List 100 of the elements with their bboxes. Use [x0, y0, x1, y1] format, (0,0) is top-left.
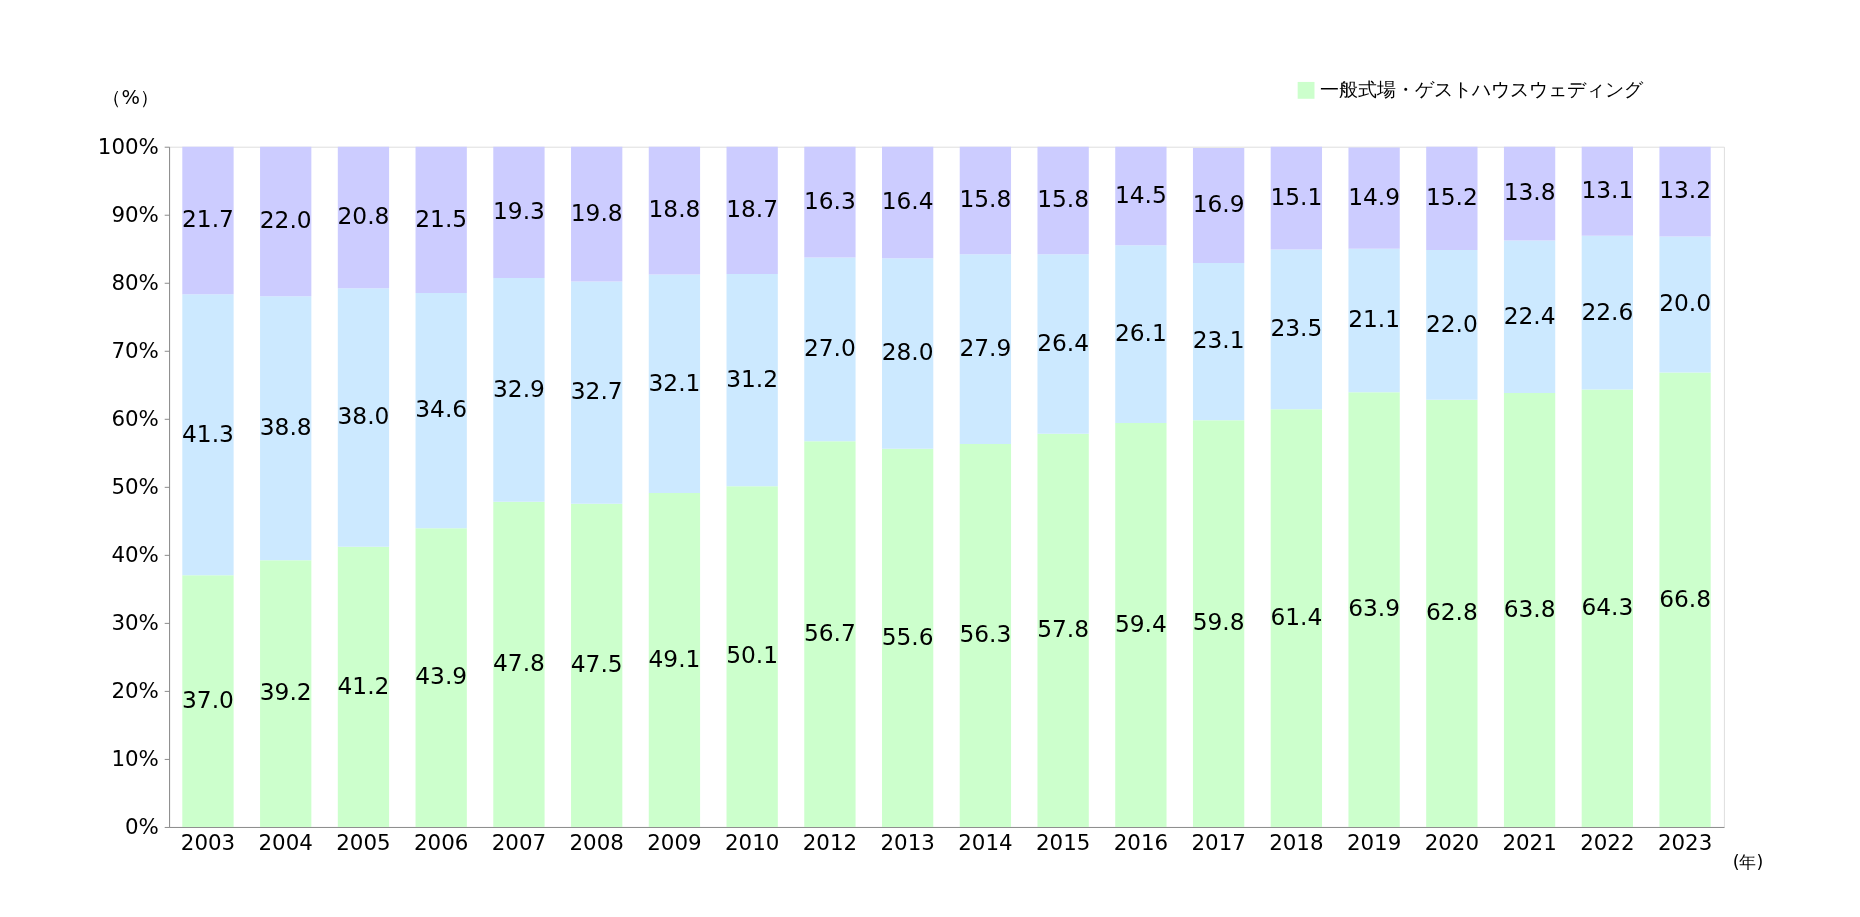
x-tick-label: 2015 [1035, 829, 1091, 855]
bar [571, 503, 623, 827]
data-label: 28.0 [881, 338, 934, 366]
bar [337, 546, 390, 827]
x-tick-label: 2005 [336, 829, 391, 855]
x-axis-title: (年) [1732, 852, 1764, 873]
bar [337, 288, 390, 547]
bar [648, 146, 701, 275]
bar [415, 528, 467, 827]
y-tick-label: 100% [97, 134, 159, 160]
bar [1581, 235, 1633, 390]
data-label: 34.6 [415, 395, 468, 423]
bar [493, 146, 545, 279]
bar [881, 258, 934, 449]
bar [415, 146, 467, 293]
bar [1037, 146, 1089, 255]
data-label: 32.1 [648, 368, 701, 396]
bar [1270, 249, 1323, 410]
bar [260, 146, 312, 297]
data-label: 59.8 [1192, 608, 1245, 636]
data-label: 32.7 [570, 377, 623, 405]
data-label: 57.8 [1037, 615, 1090, 643]
data-label: 32.9 [492, 374, 545, 402]
data-label: 15.8 [1037, 185, 1090, 213]
data-label: 22.0 [1425, 309, 1478, 337]
data-label: 20.8 [337, 202, 390, 230]
data-label: 56.3 [959, 620, 1012, 648]
x-tick-label: 2023 [1657, 829, 1713, 855]
y-axis-title: （%） [102, 86, 159, 110]
bar [1115, 422, 1167, 827]
bar [959, 443, 1012, 827]
data-label: 64.3 [1581, 593, 1634, 621]
y-tick-label: 10% [111, 746, 159, 772]
x-tick-label: 2013 [880, 829, 935, 855]
x-tick-label: 2008 [569, 829, 624, 855]
data-label: 13.1 [1581, 176, 1634, 204]
bar [415, 292, 467, 529]
bar [1348, 248, 1400, 393]
data-label: 19.3 [492, 197, 545, 225]
data-label: 22.6 [1581, 297, 1634, 325]
data-label: 41.3 [182, 419, 234, 447]
data-label: 26.1 [1114, 318, 1167, 346]
data-label: 41.2 [337, 671, 390, 699]
y-tick-label: 0% [125, 814, 159, 840]
y-tick-label: 80% [111, 270, 159, 296]
data-label: 14.5 [1114, 180, 1167, 208]
data-label: 18.7 [726, 195, 779, 223]
data-label: 62.8 [1425, 598, 1478, 626]
bar [1348, 392, 1400, 827]
x-tick-label: 2003 [180, 829, 236, 855]
data-label: 63.8 [1503, 594, 1556, 622]
bar [1426, 146, 1478, 251]
bar [1503, 392, 1556, 827]
bar [881, 448, 934, 827]
y-tick-label: 70% [111, 338, 159, 364]
bar [1659, 146, 1711, 237]
data-label: 21.1 [1348, 305, 1401, 333]
data-label: 21.7 [182, 205, 234, 233]
data-label: 26.4 [1037, 328, 1090, 356]
bar [1037, 433, 1089, 827]
y-tick-label: 30% [111, 610, 159, 636]
bar [726, 486, 778, 827]
bar [1037, 254, 1089, 434]
bar [648, 274, 701, 493]
data-label: 31.2 [726, 364, 779, 392]
x-tick-label: 2019 [1346, 829, 1402, 855]
legend-label: 一般式場・ゲストハウスウェディング [1319, 78, 1644, 102]
bar [182, 146, 234, 295]
data-label: 43.9 [415, 662, 468, 690]
bar [804, 257, 856, 442]
bar [1192, 263, 1245, 421]
data-label: 15.8 [959, 185, 1012, 213]
y-tick-label: 40% [111, 542, 159, 568]
bar [1115, 245, 1167, 423]
data-label: 59.4 [1114, 609, 1167, 637]
bar [1348, 147, 1400, 249]
bar [260, 296, 312, 561]
data-label: 38.8 [259, 413, 312, 441]
data-label: 23.5 [1270, 314, 1323, 342]
data-label: 27.0 [803, 334, 856, 362]
bar [959, 146, 1012, 255]
data-label: 55.6 [881, 622, 934, 650]
bar [726, 146, 778, 274]
data-label: 37.0 [182, 685, 234, 713]
bar [182, 294, 234, 576]
bar [1503, 240, 1556, 393]
bar [1426, 250, 1478, 400]
data-label: 19.8 [570, 198, 623, 226]
bar [959, 254, 1012, 444]
bar [1503, 146, 1556, 241]
y-tick-label: 90% [111, 202, 159, 228]
data-label: 56.7 [803, 618, 856, 646]
bar [493, 501, 545, 827]
data-label: 63.9 [1348, 594, 1401, 622]
x-tick-label: 2021 [1502, 829, 1557, 855]
x-tick-label: 2016 [1113, 829, 1169, 855]
bar [1581, 389, 1633, 827]
data-label: 61.4 [1270, 602, 1323, 630]
data-label: 22.4 [1503, 301, 1556, 329]
data-label: 13.8 [1503, 178, 1556, 206]
